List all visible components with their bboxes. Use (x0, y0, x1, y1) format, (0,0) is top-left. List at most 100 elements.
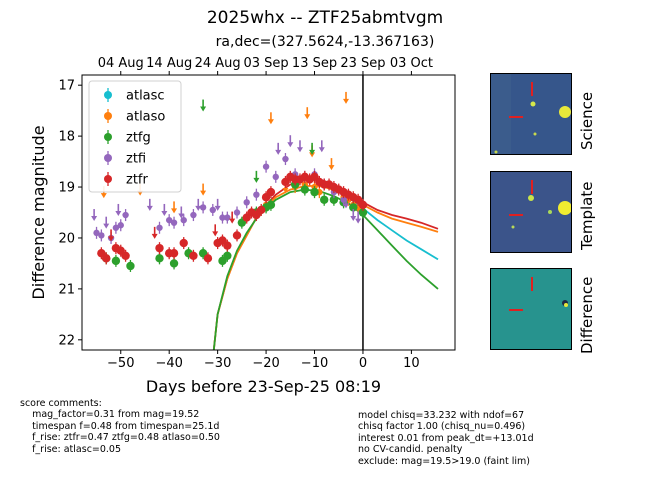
science-stamp (490, 73, 572, 155)
y-tick-label: 18 (58, 130, 75, 145)
top-tick-label: 04 Aug (98, 56, 144, 71)
top-tick-label: 13 Sep (292, 56, 337, 71)
limit-arrow-ztfi (343, 203, 350, 209)
point-ztfi (233, 209, 241, 216)
limit-arrow-ztfi (103, 223, 110, 229)
point-ztfg (126, 261, 135, 271)
difference-stamp (490, 268, 572, 350)
limit-arrow-ztfi (296, 147, 303, 153)
y-tick-label: 17 (58, 79, 75, 94)
limit-arrow-ztfr (151, 233, 158, 239)
point-ztfg (266, 200, 276, 210)
limit-arrow-atlaso (267, 119, 274, 125)
point-ztfr (189, 251, 198, 260)
limit-arrow-ztfi (146, 205, 153, 211)
point-ztfi (340, 196, 347, 203)
limit-arrow-ztfr (212, 231, 219, 237)
x-tick-label: −40 (155, 356, 182, 371)
limit-arrow-atlaso (328, 165, 335, 171)
limit-arrow-atlaso (200, 190, 207, 196)
point-ztfr (102, 254, 111, 263)
limit-arrow-atlaso (282, 188, 289, 194)
limit-arrow-atlaso (304, 114, 311, 120)
chart-subtitle: ra,dec=(327.5624,-13.367163) (215, 34, 435, 50)
point-ztfi (180, 216, 187, 224)
y-tick-label: 19 (58, 181, 75, 196)
limit-arrow-atlaso (171, 208, 178, 214)
science-image (491, 74, 571, 154)
top-tick-label: 03 Sep (243, 56, 288, 71)
point-ztfr (358, 200, 368, 210)
x-tick-label: −20 (252, 356, 279, 371)
point-ztfi (190, 211, 197, 219)
score-comments: score comments: mag_factor=0.31 from mag… (20, 398, 220, 455)
legend: atlasc atlaso ztfg ztfi ztfr (88, 80, 182, 193)
limit-arrow-atlaso (309, 152, 316, 158)
legend-label-atlaso: atlaso (126, 110, 165, 125)
limit-arrow-ztfi (115, 210, 122, 216)
point-ztfg (310, 187, 319, 197)
y-tick-label: 22 (58, 333, 75, 348)
x-tick-label: −10 (301, 356, 328, 371)
point-ztfi (122, 211, 129, 219)
point-ztfi (117, 222, 124, 229)
legend-label-atlasc: atlasc (126, 89, 165, 104)
difference-image (491, 269, 571, 349)
limit-arrow-ztfi (214, 205, 221, 211)
point-ztfi (219, 214, 226, 221)
legend-label-ztfi: ztfi (126, 152, 146, 167)
legend-marker-ztfr (104, 175, 112, 183)
limit-arrow-ztfi (287, 142, 294, 148)
point-ztfi (93, 229, 100, 237)
limit-arrow-ztfg (200, 106, 207, 112)
x-tick-label: −50 (107, 356, 134, 371)
point-ztfr (223, 241, 232, 250)
limit-arrow-ztfi (161, 210, 168, 216)
template-image (491, 172, 571, 252)
model-curve-atlaso (212, 185, 439, 350)
point-ztfi (112, 224, 120, 231)
limit-arrow-ztfg (253, 177, 260, 183)
x-axis-label: Days before 23-Sep-25 08:19 (146, 377, 381, 396)
point-ztfi (262, 163, 270, 170)
point-ztfg (320, 195, 329, 204)
point-ztfr (266, 187, 276, 197)
model-comments: model chisq=33.232 with ndof=67 chisq fa… (358, 410, 534, 467)
point-ztfr (169, 249, 179, 258)
chart-title: 2025whx -- ZTF25abmtvgm (206, 8, 444, 28)
limit-arrow-ztfr (108, 236, 115, 242)
limit-arrow-ztfi (91, 216, 98, 222)
point-ztfi (165, 216, 173, 224)
axes-frame (81, 74, 456, 351)
point-ztfg (349, 203, 358, 212)
limit-arrow-atlaso (343, 98, 350, 104)
limit-arrow-ztfi (275, 149, 282, 155)
point-ztfg (300, 185, 310, 194)
legend-marker-ztfg (104, 133, 112, 141)
difference-label: Difference (578, 276, 596, 354)
legend-box (88, 80, 182, 193)
point-ztfr (155, 243, 164, 253)
y-tick-label: 20 (58, 231, 75, 246)
point-ztfi (243, 199, 250, 206)
limit-arrow-ztfi (318, 147, 325, 153)
legend-marker-ztfi (104, 154, 112, 162)
plot-area (91, 75, 439, 350)
legend-label-ztfr: ztfr (126, 173, 148, 188)
point-ztfi (253, 191, 260, 198)
limit-arrow-ztfi (178, 213, 185, 219)
point-ztfg (155, 254, 164, 263)
point-ztfr (179, 238, 188, 248)
point-ztfi (98, 232, 105, 239)
point-ztfi (156, 224, 163, 231)
top-tick-label: 23 Sep (340, 56, 385, 71)
point-ztfg (329, 195, 339, 204)
y-axis-label: Difference magnitude (29, 125, 48, 299)
legend-marker-atlaso (104, 112, 112, 120)
x-tick-label: −30 (204, 356, 231, 371)
legend-marker-atlasc (104, 91, 112, 99)
template-label: Template (578, 181, 596, 250)
point-ztfg (169, 259, 179, 268)
point-ztfi (209, 206, 216, 214)
